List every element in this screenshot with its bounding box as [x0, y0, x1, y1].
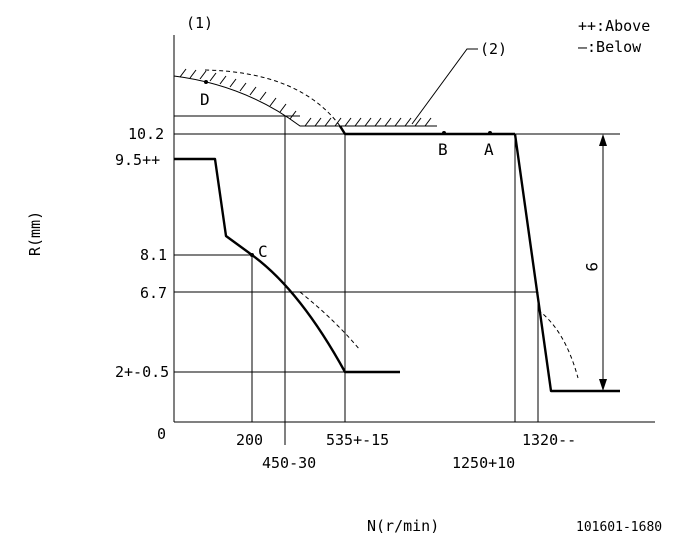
dimension-arrow-bottom	[599, 379, 607, 391]
point-b-marker	[442, 131, 446, 135]
x-tick-450: 450-30	[262, 454, 316, 472]
y-tick-6-7: 6.7	[140, 284, 167, 302]
characteristic-curve-c	[251, 254, 400, 374]
point-d-marker	[204, 80, 208, 84]
characteristic-line-left	[174, 157, 253, 256]
limit-hatching	[179, 68, 432, 127]
y-tick-10-2: 10.2	[128, 125, 164, 143]
y-tick-8-1: 8.1	[140, 246, 167, 264]
dashed-curve-right	[537, 309, 579, 379]
point-d-label: D	[200, 90, 210, 109]
point-b-label: B	[438, 140, 448, 159]
figure-id-label: (1)	[186, 14, 213, 32]
y-axis-label: R(mm)	[26, 211, 44, 256]
x-tick-1250: 1250+10	[452, 454, 515, 472]
dashed-curve-mid	[299, 291, 361, 351]
origin-label: 0	[157, 425, 166, 443]
callout-leader	[411, 48, 478, 125]
dashed-curve-upper	[204, 69, 341, 127]
x-tick-1320: 1320--	[522, 431, 576, 449]
x-tick-200: 200	[236, 431, 263, 449]
point-c-marker	[250, 253, 254, 257]
x-tick-535: 535+-15	[326, 431, 389, 449]
characteristic-line-right	[513, 133, 620, 393]
callout-label: (2)	[480, 40, 507, 58]
dimension-label: 9	[582, 262, 601, 272]
point-a-marker	[488, 131, 492, 135]
figure-code: 101601-1680	[576, 520, 662, 535]
point-a-label: A	[484, 140, 494, 159]
characteristic-line-top	[338, 125, 515, 136]
legend-above: ++:Above	[578, 17, 650, 35]
dimension-arrow-top	[599, 134, 607, 146]
y-tick-9-5: 9.5++	[115, 151, 160, 169]
point-c-label: C	[258, 242, 268, 261]
limit-curve	[173, 75, 437, 127]
legend-below: —:Below	[578, 38, 642, 56]
y-tick-2: 2+-0.5	[115, 363, 169, 381]
x-axis-label: N(r/min)	[367, 517, 439, 535]
